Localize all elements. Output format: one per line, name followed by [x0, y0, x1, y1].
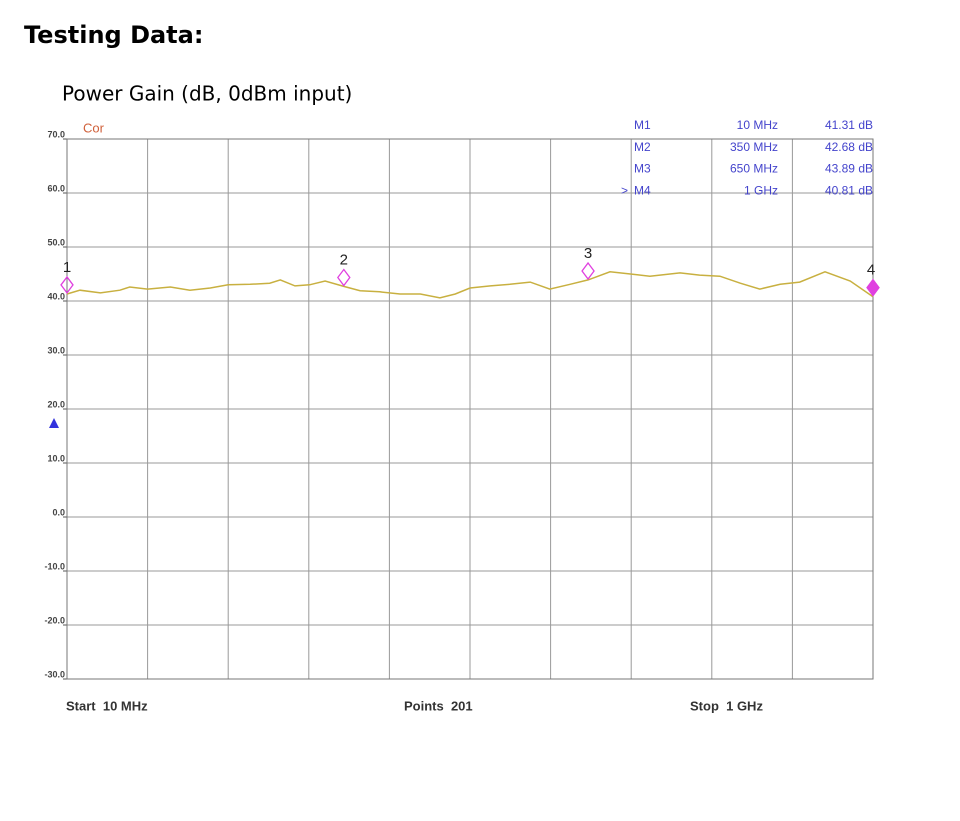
marker-value: 43.89 dB	[825, 162, 873, 176]
marker-tag: 3	[584, 245, 592, 262]
marker-name: M2	[634, 140, 651, 154]
y-tick-label: 40.0	[47, 291, 65, 301]
start-label: Start 10 MHz	[66, 698, 148, 713]
marker-freq: 650 MHz	[730, 162, 778, 176]
marker-diamond	[60, 275, 74, 295]
marker-value: 42.68 dB	[825, 140, 873, 154]
marker-freq: 1 GHz	[744, 183, 778, 197]
heading: Testing Data:	[24, 21, 203, 49]
y-tick-label: -30.0	[44, 669, 65, 679]
y-tick-label: 0.0	[52, 507, 65, 517]
marker-name: M3	[634, 162, 651, 176]
marker-value: 40.81 dB	[825, 183, 873, 197]
marker-diamond	[581, 261, 595, 281]
stop-label: Stop 1 GHz	[690, 698, 763, 713]
y-tick-label: -10.0	[44, 561, 65, 571]
y-tick-label: 50.0	[47, 237, 65, 247]
plot-frame	[66, 138, 874, 680]
marker-name: M4	[634, 183, 651, 197]
y-tick-label: 20.0	[47, 399, 65, 409]
y-tick-label: -20.0	[44, 615, 65, 625]
chart-title: Power Gain (dB, 0dBm input)	[62, 82, 352, 106]
reference-marker	[49, 418, 59, 428]
status-label: Cor	[83, 120, 105, 135]
marker-freq: 10 MHz	[737, 118, 778, 132]
marker-name: M1	[634, 118, 651, 132]
marker-tag: 1	[63, 259, 71, 276]
marker-tag: 2	[340, 251, 348, 268]
points-label: Points 201	[404, 698, 473, 713]
marker-diamond	[336, 268, 351, 287]
marker-freq: 350 MHz	[730, 140, 778, 154]
y-tick-label: 60.0	[47, 183, 65, 193]
marker-tag: 4	[867, 262, 875, 279]
y-tick-label: 70.0	[47, 129, 65, 139]
y-tick-label: 10.0	[47, 453, 65, 463]
trace	[66, 270, 874, 299]
active-indicator: >	[621, 183, 628, 197]
marker-diamond	[866, 278, 880, 297]
marker-value: 41.31 dB	[825, 118, 873, 132]
y-tick-label: 30.0	[47, 345, 65, 355]
